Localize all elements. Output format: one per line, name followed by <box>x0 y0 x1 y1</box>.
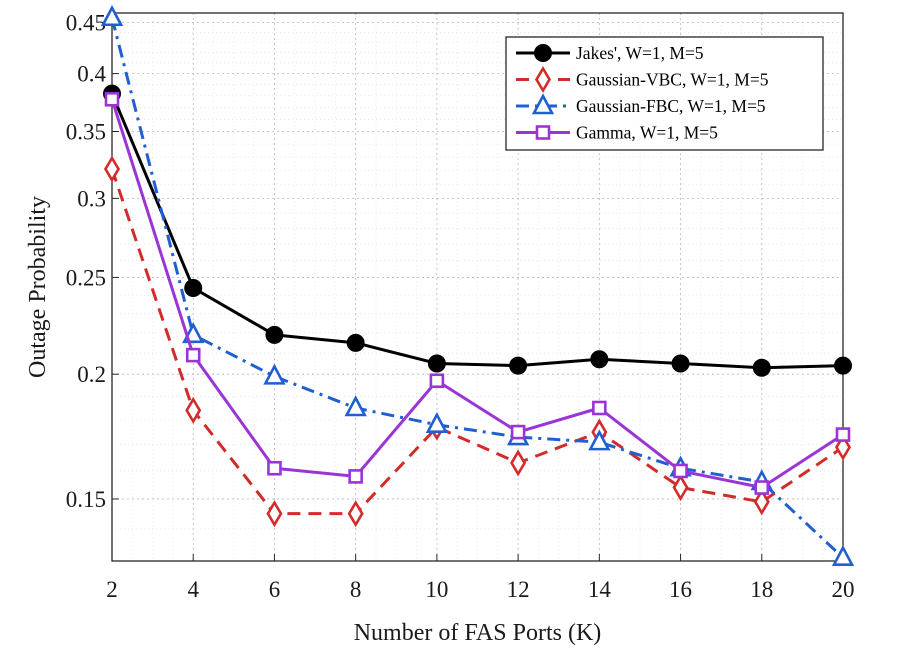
plot-frame <box>111 12 844 562</box>
y-tick-label: 0.35 <box>66 120 106 145</box>
x-tick-label: 8 <box>350 577 362 602</box>
legend-marker <box>534 65 552 94</box>
data-point <box>185 347 201 363</box>
legend-marker <box>535 125 551 140</box>
data-point <box>184 278 203 297</box>
series-circle <box>103 84 852 377</box>
data-point <box>834 356 852 375</box>
data-point <box>265 325 284 344</box>
data-point <box>831 544 855 566</box>
y-axis-label: Outage Probability <box>25 196 51 378</box>
data-point <box>104 91 120 107</box>
x-tick-labels: 2 4 6 8 10 12 14 16 18 20 <box>106 577 854 602</box>
data-point <box>425 411 449 434</box>
legend-entry: Gamma, W=1, M=5 <box>576 123 718 143</box>
data-point <box>429 373 445 389</box>
x-tick-label: 20 <box>832 577 855 602</box>
y-tick-label: 0.3 <box>77 186 106 211</box>
data-point <box>346 333 365 352</box>
series-square <box>104 91 851 495</box>
data-point <box>185 396 202 424</box>
data-point <box>510 449 527 477</box>
data-point <box>344 395 367 417</box>
data-point <box>103 155 121 183</box>
series-line <box>110 98 844 490</box>
data-point <box>592 400 607 416</box>
x-tick-label: 18 <box>750 577 773 602</box>
data-point <box>753 488 770 516</box>
series-layer <box>100 4 855 566</box>
data-point <box>348 469 363 484</box>
x-tick-label: 16 <box>669 577 692 602</box>
y-tick-label: 0.25 <box>66 265 106 290</box>
legend: Jakes', W=1, M=5 Gaussian-VBC, W=1, M=5 Ga… <box>505 36 824 151</box>
data-point <box>347 500 364 528</box>
x-axis-label: Number of FAS Ports (K) <box>354 620 602 646</box>
legend-entry: Gaussian-VBC, W=1, M=5 <box>576 70 769 90</box>
legend-entry: Gaussian-FBC, W=1, M=5 <box>576 96 766 116</box>
series-line <box>110 168 844 516</box>
data-point <box>509 356 528 375</box>
data-point <box>672 473 689 502</box>
x-tick-label: 10 <box>425 577 448 602</box>
x-tick-label: 4 <box>187 577 199 602</box>
data-point <box>588 429 611 451</box>
x-tick-label: 12 <box>507 577 530 602</box>
data-point <box>835 427 851 442</box>
data-point <box>267 460 282 476</box>
x-tick-label: 2 <box>106 577 118 602</box>
data-point <box>263 363 286 385</box>
y-tick-label: 0.15 <box>66 487 106 512</box>
data-point <box>100 4 124 27</box>
legend-entry: Jakes', W=1, M=5 <box>576 43 704 63</box>
data-point <box>754 480 770 495</box>
data-point <box>673 463 688 479</box>
series-line <box>110 17 845 559</box>
legend-marker <box>534 44 552 62</box>
data-point <box>510 424 526 440</box>
x-tick-label: 6 <box>269 577 281 602</box>
y-tick-label: 0.45 <box>66 11 106 36</box>
y-tick-label: 0.4 <box>77 62 106 87</box>
series-line <box>110 92 844 370</box>
data-point <box>427 354 446 373</box>
legend-marker <box>531 93 555 115</box>
y-tick-labels: 0.15 0.2 0.25 0.3 0.35 0.4 0.45 <box>66 11 107 512</box>
data-point <box>752 358 771 377</box>
data-point <box>266 500 283 528</box>
y-tick-label: 0.2 <box>77 362 106 387</box>
data-point <box>590 350 609 369</box>
data-point <box>671 354 690 373</box>
x-tick-label: 14 <box>588 577 612 602</box>
